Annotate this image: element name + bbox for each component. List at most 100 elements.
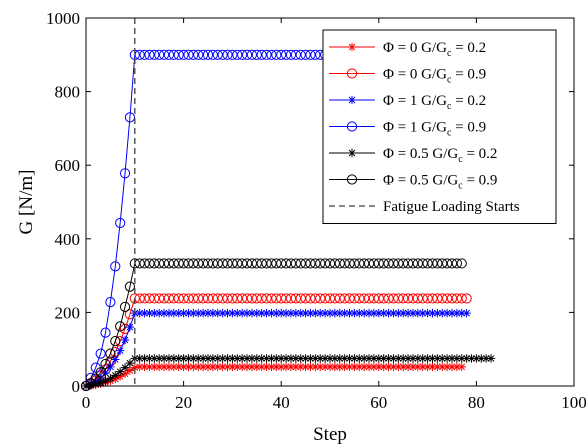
data-point (437, 293, 448, 304)
data-point (198, 293, 209, 304)
data-point (242, 362, 252, 372)
data-point (155, 354, 164, 363)
data-point (194, 354, 203, 363)
data-point (241, 258, 253, 269)
data-point (261, 49, 272, 60)
data-point (208, 362, 218, 372)
data-point (168, 258, 179, 269)
data-point (227, 49, 238, 60)
data-point (290, 293, 301, 304)
data-point (140, 362, 149, 372)
data-point (125, 358, 135, 368)
x-tick-label: 40 (273, 393, 290, 412)
data-point (217, 293, 228, 304)
data-point (296, 362, 305, 372)
data-point (237, 308, 247, 318)
legend-label: Φ = 0.5 G/Gc = 0.2 (383, 146, 497, 165)
data-point (301, 308, 310, 318)
data-point (228, 362, 237, 372)
data-point (295, 293, 306, 304)
data-point (95, 348, 106, 359)
data-point (276, 49, 287, 60)
data-point (163, 49, 175, 60)
data-point (394, 308, 403, 318)
data-point (149, 258, 160, 269)
data-point (158, 293, 170, 304)
data-point (251, 49, 262, 60)
data-point (130, 363, 139, 372)
data-point (442, 293, 453, 304)
data-point (272, 362, 281, 372)
data-point (388, 258, 399, 269)
data-point (451, 293, 462, 304)
data-point (378, 293, 389, 304)
data-point (179, 354, 188, 363)
data-point (135, 308, 144, 318)
data-point (311, 354, 320, 363)
data-point (267, 362, 276, 372)
data-point (144, 258, 155, 269)
data-point (227, 293, 238, 304)
data-point (110, 336, 121, 347)
data-point (355, 354, 364, 363)
data-point (95, 367, 106, 378)
data-point (232, 293, 243, 304)
data-point (233, 362, 242, 372)
data-point (281, 354, 291, 363)
data-point (349, 293, 360, 304)
data-point (407, 258, 419, 269)
data-point (144, 293, 155, 304)
data-point (291, 362, 301, 372)
data-point (174, 354, 183, 363)
data-point (203, 354, 213, 363)
data-point (306, 308, 315, 318)
data-point (335, 308, 344, 318)
data-point (266, 258, 277, 269)
data-point (256, 49, 267, 60)
data-point (174, 308, 183, 318)
data-point (178, 293, 189, 304)
data-point (398, 293, 409, 304)
data-point (320, 354, 330, 363)
data-point (418, 354, 427, 363)
data-point (329, 258, 340, 269)
data-point (408, 354, 418, 363)
data-point (446, 293, 458, 304)
data-point (413, 362, 423, 372)
data-point (286, 308, 296, 318)
data-point (272, 308, 281, 318)
data-point (198, 354, 208, 363)
series-5 (81, 354, 496, 391)
data-point (330, 354, 340, 363)
data-point (222, 49, 233, 60)
data-point (90, 373, 101, 384)
data-point (194, 308, 203, 318)
data-point (208, 308, 218, 318)
data-point (154, 49, 165, 60)
data-point (276, 258, 287, 269)
data-point (111, 371, 120, 380)
data-point (354, 293, 365, 304)
data-point (472, 354, 481, 363)
data-point (202, 258, 214, 269)
data-point (320, 258, 331, 269)
data-point (188, 258, 199, 269)
data-point (266, 293, 277, 304)
data-point (452, 362, 462, 372)
data-point (350, 362, 359, 372)
data-point (481, 354, 491, 363)
data-point (422, 293, 433, 304)
legend-item: Φ = 0 G/Gc = 0.9 (329, 67, 486, 86)
data-point (257, 308, 266, 318)
data-point (247, 308, 257, 318)
data-point (344, 258, 355, 269)
data-point (456, 293, 467, 304)
data-point (115, 321, 126, 332)
data-point (325, 354, 335, 363)
data-point (257, 362, 266, 372)
data-point (350, 354, 359, 363)
y-axis-label: G [N/m] (16, 170, 37, 235)
data-point (145, 308, 154, 318)
